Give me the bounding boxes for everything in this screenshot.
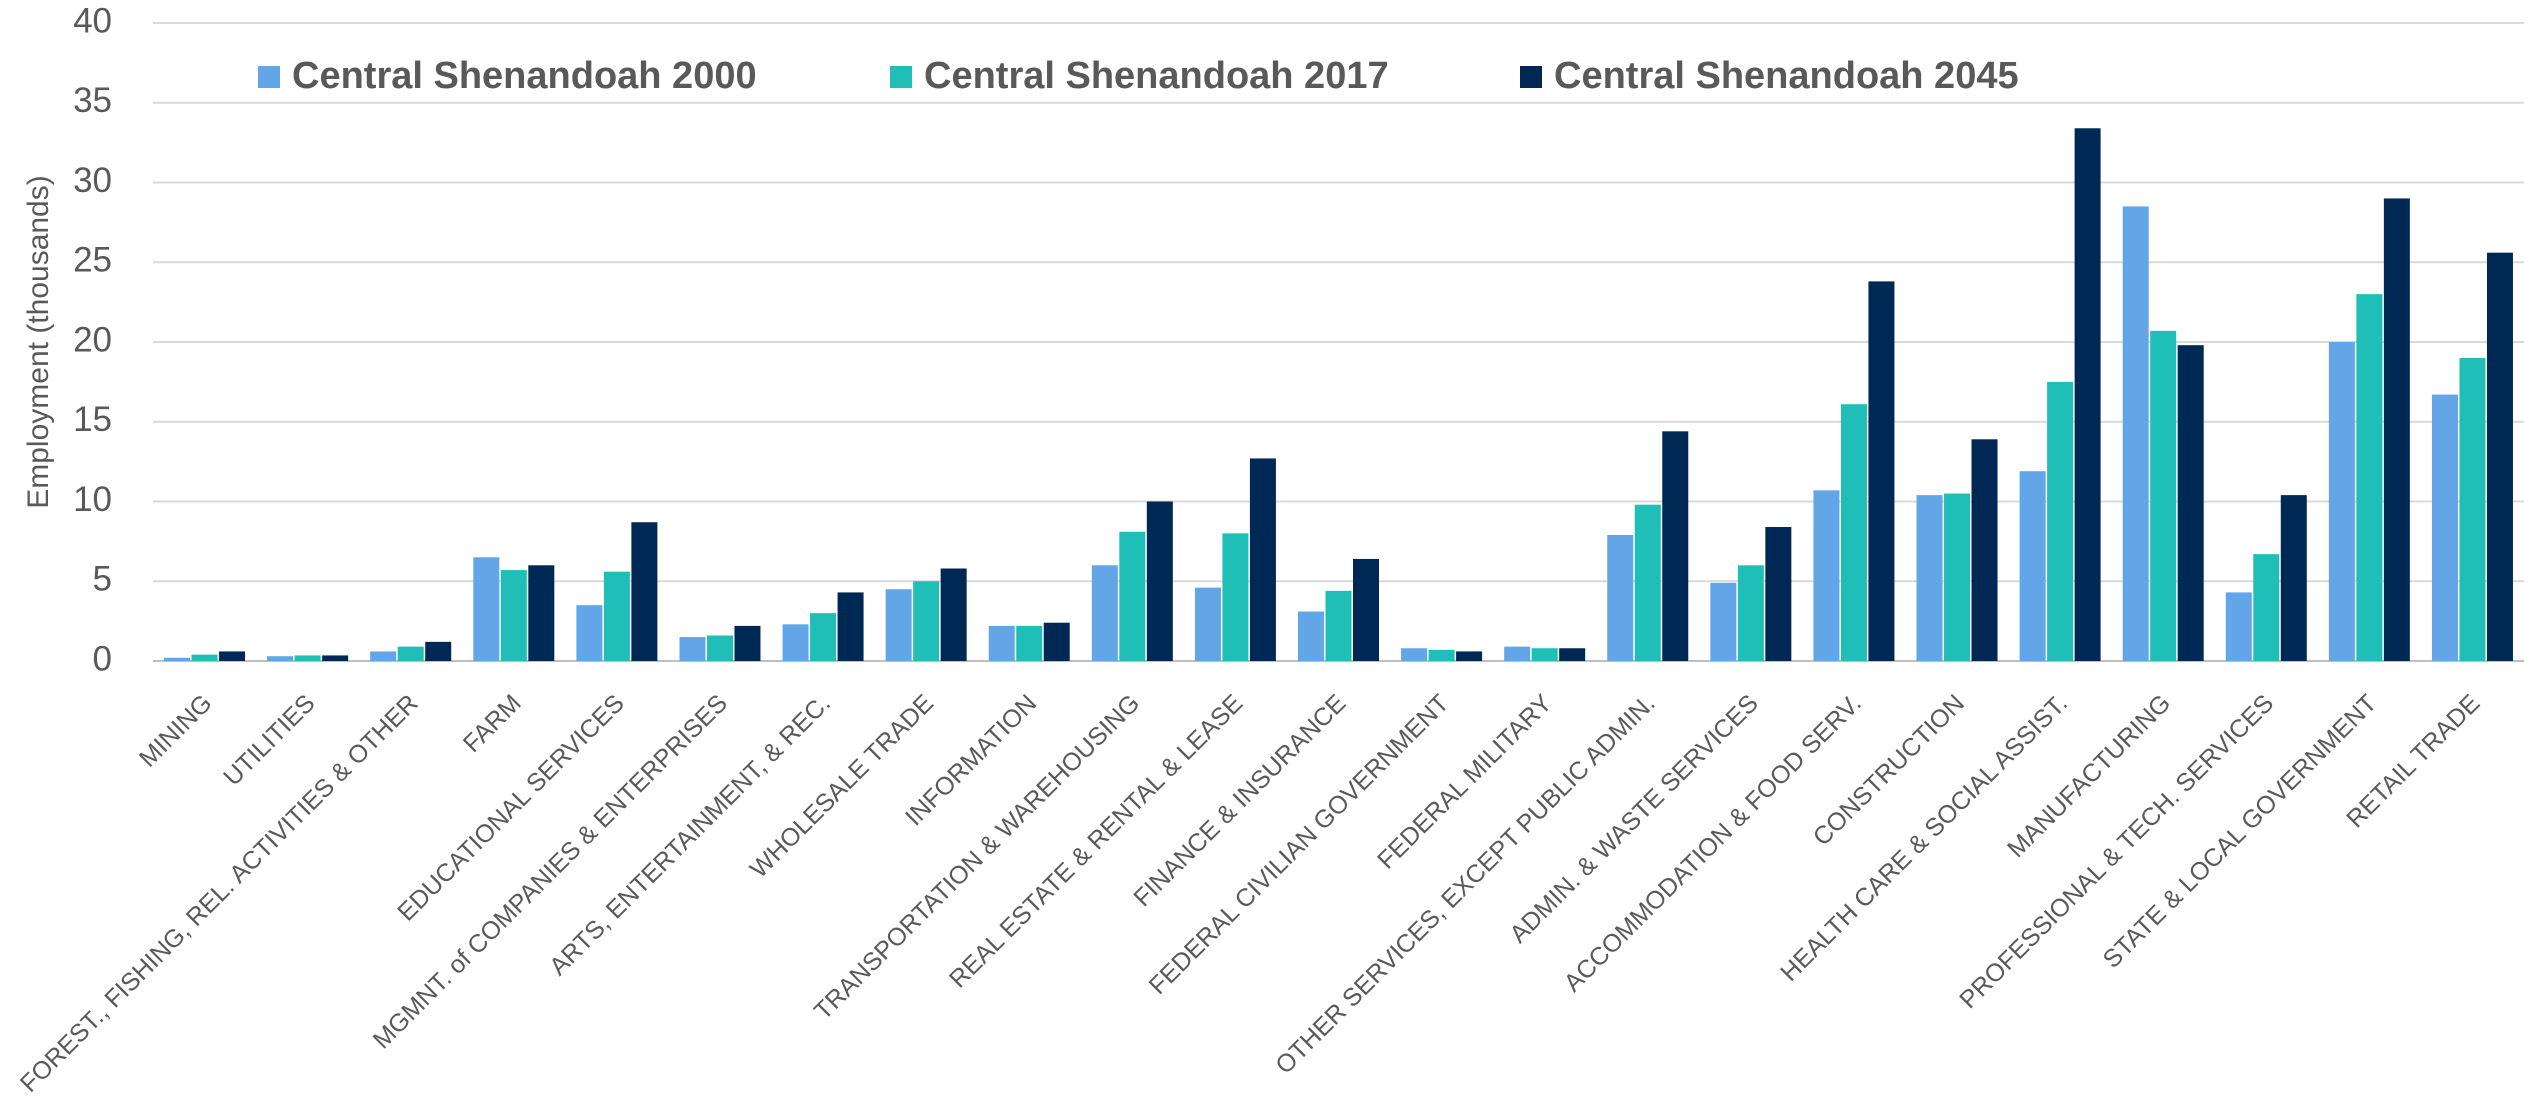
bar (1559, 648, 1586, 661)
bar (294, 655, 321, 661)
bar (1456, 651, 1483, 661)
bar (603, 571, 630, 661)
bar (940, 568, 967, 661)
bar (1531, 648, 1558, 661)
bar (2122, 206, 2149, 662)
bar (1813, 490, 1840, 661)
y-tick-label: 5 (93, 560, 112, 599)
bar (1325, 590, 1352, 661)
legend-swatch (258, 66, 280, 88)
y-tick-label: 10 (73, 480, 112, 519)
bar (1119, 531, 1146, 661)
bar (425, 641, 452, 661)
bar (2047, 381, 2074, 661)
bar (2019, 471, 2046, 661)
bar (397, 646, 424, 661)
y-tick-label: 0 (93, 639, 112, 678)
bar (2280, 495, 2307, 661)
x-tick-label: FARM (458, 689, 527, 758)
bar (631, 522, 658, 661)
y-tick-label: 35 (73, 81, 112, 120)
bar (837, 592, 864, 661)
bar (1662, 431, 1689, 661)
bar (2253, 554, 2280, 661)
bar (782, 624, 809, 661)
bar (1401, 648, 1428, 661)
bar (1249, 458, 1276, 661)
bar (2150, 330, 2177, 661)
bar (679, 637, 706, 661)
bar (734, 625, 761, 661)
bar (1634, 504, 1661, 661)
x-tick-label: FEDERAL MILITARY (1372, 689, 1558, 875)
bar (1016, 625, 1043, 661)
bar (576, 605, 603, 661)
x-tick-label: FOREST., FISHING, REL. ACTIVITIES & OTHE… (15, 689, 424, 1098)
x-tick-label: MGMNT. of COMPANIES & ENTERPRISES (368, 689, 733, 1054)
bar (2328, 342, 2355, 661)
bar (1091, 565, 1118, 661)
bar (473, 557, 500, 661)
x-tick-label: MINING (134, 689, 218, 773)
x-tick-label: UTILITIES (218, 689, 320, 791)
bar (1868, 281, 1895, 661)
y-axis-label: Employment (thousands) (22, 175, 55, 509)
bar (322, 655, 349, 661)
legend-swatch (890, 66, 912, 88)
bar (1916, 495, 1943, 661)
legend-label: Central Shenandoah 2000 (292, 55, 757, 97)
bar (1840, 404, 1867, 661)
bar (191, 654, 218, 661)
bar (1504, 646, 1531, 661)
bar (2074, 128, 2101, 661)
bar (1710, 582, 1737, 661)
bar (913, 581, 940, 661)
bar (164, 657, 191, 661)
bar (219, 651, 246, 661)
y-tick-label: 40 (73, 1, 112, 40)
bar (2486, 252, 2513, 661)
bar (1765, 527, 1792, 661)
bar (885, 589, 912, 661)
bar (2383, 198, 2410, 661)
bar (370, 651, 397, 661)
legend-swatch (1520, 66, 1542, 88)
bar (1222, 533, 1249, 661)
bar (1971, 439, 1998, 661)
bar (528, 565, 555, 661)
bar (1737, 565, 1764, 661)
y-tick-label: 30 (73, 161, 112, 200)
bar (1944, 493, 1971, 661)
bar (2225, 592, 2252, 661)
bar (706, 635, 733, 661)
y-tick-label: 20 (73, 320, 112, 359)
bar (988, 625, 1015, 661)
y-tick-label: 25 (73, 241, 112, 280)
x-tick-label: FINANCE & INSURANCE (1128, 689, 1351, 912)
bar (1194, 587, 1221, 661)
bar (500, 570, 527, 661)
legend-label: Central Shenandoah 2017 (924, 55, 1389, 97)
bar (2356, 294, 2383, 661)
bar (810, 613, 837, 661)
bar (1607, 534, 1634, 661)
bar (1428, 649, 1455, 661)
legend-label: Central Shenandoah 2045 (1554, 55, 2019, 97)
bar (1298, 611, 1324, 661)
bar (1146, 501, 1173, 661)
bar (2431, 394, 2458, 661)
bar (1353, 558, 1379, 661)
bar (267, 656, 294, 661)
bar (2459, 357, 2486, 661)
x-tick-label: OTHER SERVICES, EXCEPT PUBLIC ADMIN. (1270, 689, 1660, 1079)
y-tick-label: 15 (73, 400, 112, 439)
bar (2177, 345, 2204, 661)
bar (1043, 622, 1070, 661)
x-tick-label: WHOLESALE TRADE (745, 689, 939, 883)
